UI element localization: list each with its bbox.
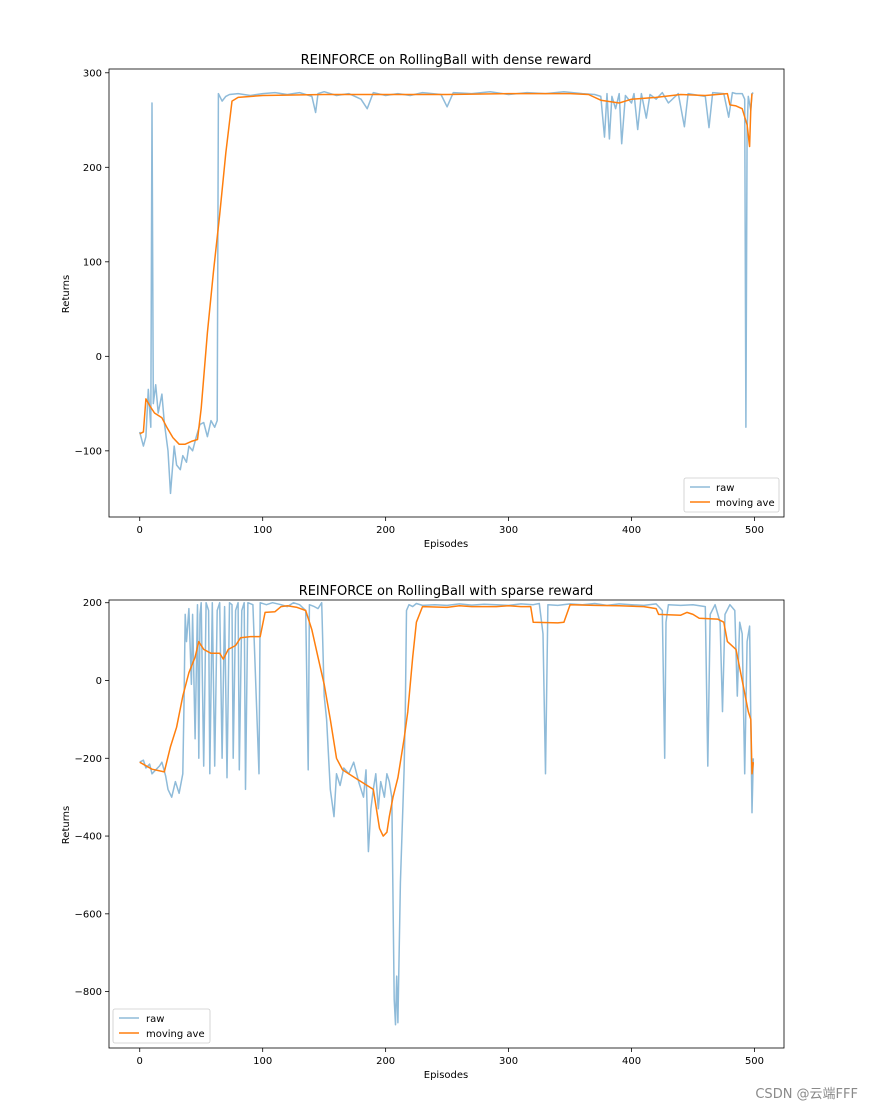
legend-entry-raw: raw [146, 1014, 164, 1025]
watermark: CSDN @云端FFF [755, 1087, 858, 1102]
y-tick-label: −100 [75, 446, 102, 457]
legend-entry-moving-ave: moving ave [716, 498, 775, 509]
y-tick-label: −800 [75, 987, 102, 998]
x-tick-label: 300 [499, 525, 518, 536]
y-tick-label: −400 [75, 832, 102, 843]
x-tick-label: 400 [622, 1056, 641, 1067]
raw-series-line [139, 601, 755, 1026]
y-tick-label: 0 [96, 352, 102, 363]
plot-area: 0 100 200 300 400 500 −100 0 100 200 300 [75, 68, 785, 536]
x-tick-label: 200 [376, 1056, 395, 1067]
x-tick-label: 200 [376, 525, 395, 536]
x-tick-label: 500 [745, 1056, 764, 1067]
plot-area: 0 100 200 300 400 500 −800 −600 −400 −200 0 200 [75, 598, 785, 1067]
x-axis-label: Episodes [424, 539, 468, 550]
y-tick-label: 200 [83, 163, 102, 174]
axes-frame [108, 68, 785, 518]
legend: raw moving ave [112, 1008, 211, 1044]
y-axis-label: Returns [61, 806, 72, 844]
y-tick-label: −200 [75, 754, 102, 765]
y-tick-label: 0 [96, 676, 102, 687]
x-tick-label: 400 [622, 525, 641, 536]
x-tick-label: 300 [499, 1056, 518, 1067]
y-axis-label: Returns [61, 275, 72, 313]
chart-title: REINFORCE on RollingBall with dense rewa… [301, 53, 592, 68]
legend: raw moving ave [683, 477, 780, 513]
dense-reward-chart: REINFORCE on RollingBall with dense rewa… [61, 53, 785, 550]
x-tick-label: 0 [137, 1056, 143, 1067]
chart-title: REINFORCE on RollingBall with sparse rew… [299, 584, 594, 599]
x-axis-label: Episodes [424, 1070, 468, 1081]
x-tick-label: 100 [253, 525, 272, 536]
raw-series-line [138, 90, 754, 495]
x-tick-label: 0 [137, 525, 143, 536]
axes-frame [108, 599, 785, 1049]
x-tick-label: 500 [745, 525, 764, 536]
moving-ave-series-line [139, 92, 753, 445]
legend-entry-raw: raw [716, 483, 734, 494]
y-tick-label: 300 [83, 68, 102, 79]
y-tick-label: 100 [83, 257, 102, 268]
y-tick-label: −600 [75, 909, 102, 920]
legend-entry-moving-ave: moving ave [146, 1029, 205, 1040]
sparse-reward-chart: REINFORCE on RollingBall with sparse rew… [61, 584, 785, 1081]
moving-ave-series-line [139, 603, 755, 837]
x-tick-label: 100 [253, 1056, 272, 1067]
y-tick-label: 200 [83, 598, 102, 609]
